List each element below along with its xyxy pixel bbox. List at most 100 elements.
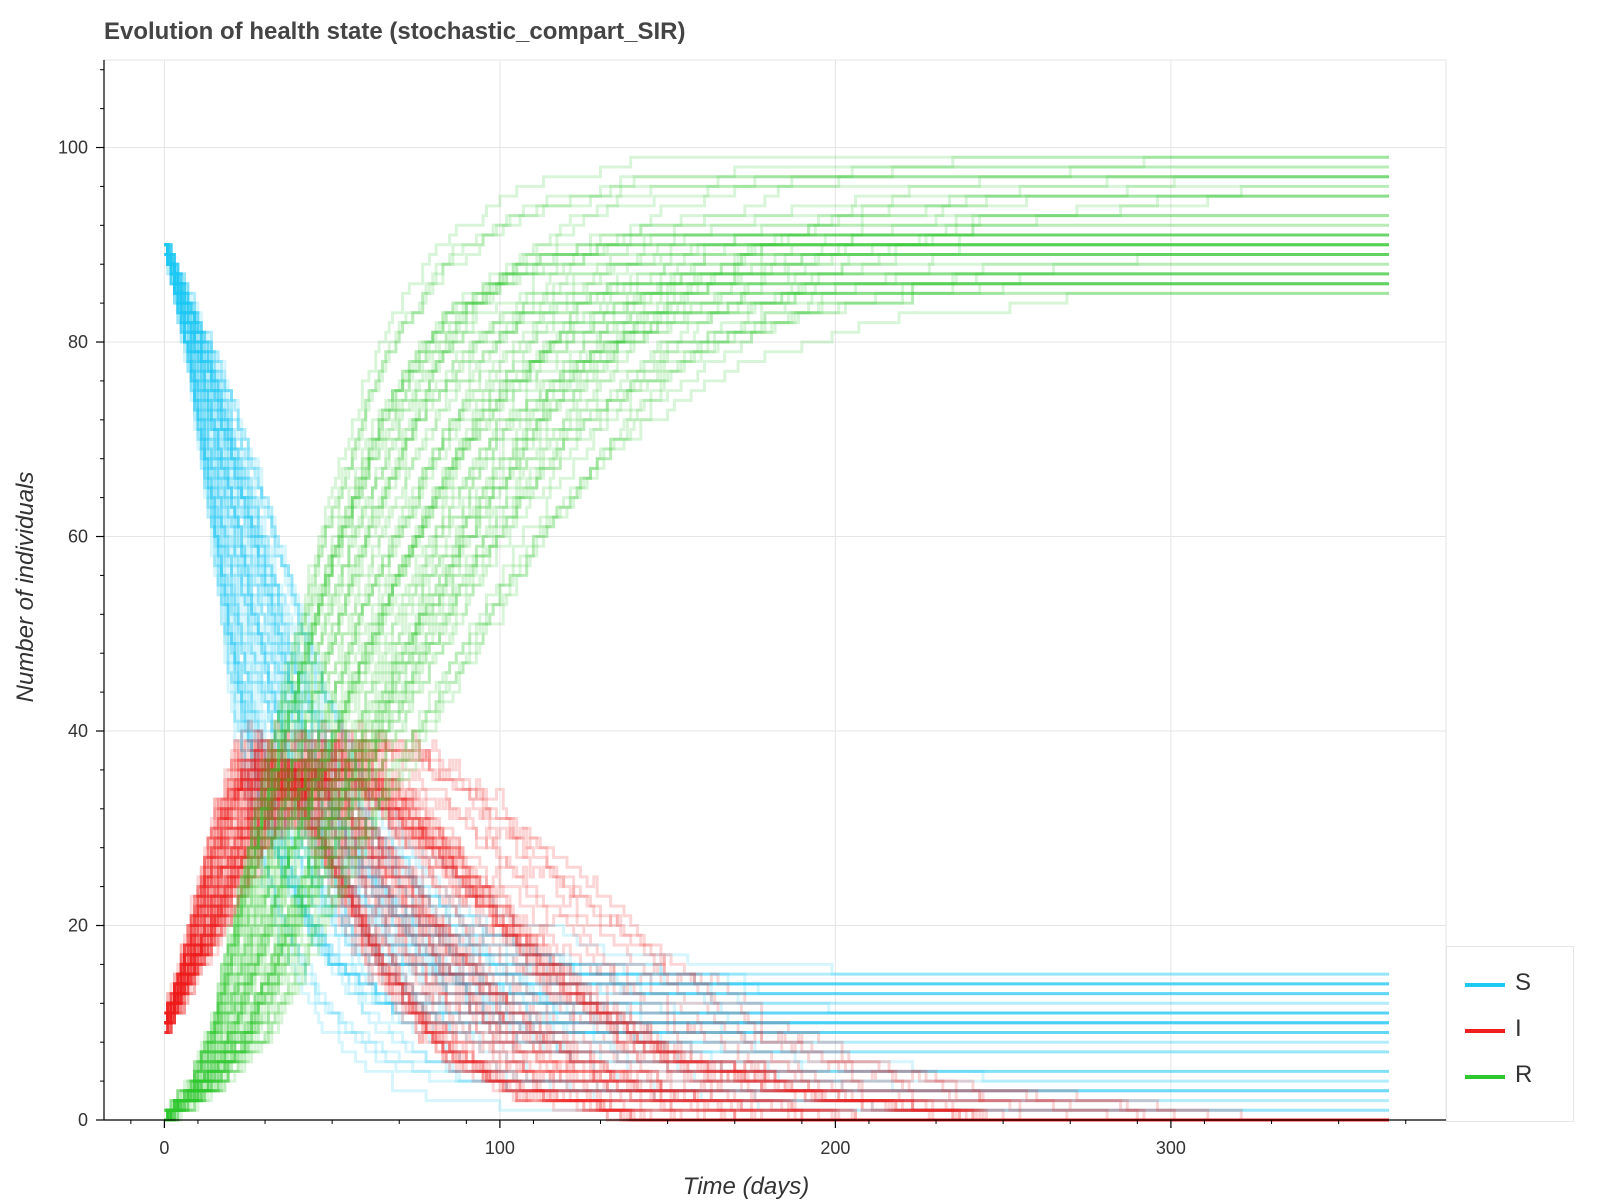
series-s-run-line [164, 243, 1389, 1015]
series-r-run-line [164, 291, 1389, 1122]
series-i-run-line [164, 758, 1389, 1122]
series-r-run-line [164, 253, 1389, 1122]
series-i-run-line [164, 758, 1389, 1122]
axes: 0 100 200 300 0 20 40 60 80 100 [58, 60, 1446, 1158]
series-r-run-line [164, 253, 1389, 1122]
series-r-run-line [164, 233, 1389, 1122]
series-i-run-line [164, 729, 1389, 1122]
series-s-run-line [164, 243, 1389, 986]
series-s-run-line [164, 243, 1389, 1103]
series-s-run-line [164, 243, 1389, 996]
series-s-run-line [164, 253, 1389, 1034]
series-i-run-line [164, 729, 1389, 1122]
legend-swatch-r [1465, 1075, 1505, 1079]
y-tick-label: 100 [58, 138, 88, 158]
series-r-run-line [164, 243, 1389, 1122]
series-i-run-line [164, 739, 1389, 1122]
series-s-run-line [164, 253, 1389, 986]
series-i-run-line [164, 758, 1389, 1122]
series-s-run-line [164, 253, 1389, 996]
series-i-run-line [164, 749, 1389, 1122]
series-r-run-line [164, 243, 1389, 1112]
series-r-run-line [164, 175, 1389, 1122]
series-r-run-line [164, 272, 1389, 1122]
series-r-run-line [164, 262, 1389, 1122]
series-i-run-line [164, 758, 1389, 1122]
series-s-run-line [164, 243, 1389, 1015]
chart-title: Evolution of health state (stochastic_co… [104, 18, 686, 45]
series-r-run-line [164, 291, 1389, 1122]
legend-swatch-s [1465, 983, 1505, 987]
series-r-run-line [164, 155, 1389, 1122]
series-i-run-line [164, 729, 1389, 1122]
series-r-run-line [164, 184, 1389, 1122]
series-i-run-line [164, 719, 1389, 1122]
grid-lines [103, 59, 1447, 1121]
series-r-run-line [164, 194, 1389, 1122]
series-r-run-line [164, 233, 1389, 1122]
series-i-run-line [164, 749, 1389, 1122]
series-i-run-line [164, 729, 1389, 1122]
series-r-run-line [164, 253, 1389, 1122]
series-i-run-line [164, 768, 1389, 1122]
series-r-run-line [164, 282, 1389, 1122]
series-i-run-line [164, 758, 1389, 1122]
series-s-run-line [164, 243, 1389, 1025]
series-r-run-line [164, 243, 1389, 1122]
series-r-run-line [164, 282, 1389, 1122]
series-s-run-line [164, 253, 1389, 1005]
series-i-run-line [164, 729, 1389, 1122]
x-axis-label: Time (days) [683, 1173, 809, 1200]
series-r-run-line [164, 253, 1389, 1122]
series-s-run-line [164, 243, 1389, 1025]
series-r-run-line [164, 175, 1389, 1112]
series-s-run-line [164, 253, 1389, 1015]
series-i-run-line [164, 758, 1389, 1122]
series-s-run-line [164, 243, 1389, 1093]
series-r-run-line [164, 282, 1389, 1122]
series-i-run-line [164, 768, 1389, 1122]
series-r-run-line [164, 165, 1389, 1122]
series-i-run-line [164, 749, 1389, 1122]
series-i-run-line [164, 729, 1389, 1122]
series-i-run-line [164, 739, 1389, 1122]
series-s-run-line [164, 243, 1389, 1015]
series-r-run-line [164, 194, 1389, 1112]
series-i-run-line [164, 758, 1389, 1122]
series-s-run-line [164, 243, 1389, 996]
series-i-run-line [164, 768, 1389, 1122]
series-s-run-line [164, 243, 1389, 1073]
series-i-run-line [164, 768, 1389, 1122]
series-i-run-line [164, 768, 1389, 1122]
series-s-run-line [164, 243, 1389, 1034]
series-r-run-line [164, 291, 1389, 1112]
series-s-run-line [164, 243, 1389, 1093]
series-s-run-line [164, 253, 1389, 1112]
series-s-run-line [164, 243, 1389, 996]
series-s-run-line [164, 253, 1389, 1025]
series-s-run-line [164, 243, 1389, 1073]
series-i-run-line [164, 768, 1389, 1122]
series-r-run-line [164, 175, 1389, 1122]
series-i-run-line [164, 739, 1389, 1122]
series-r-run-line [164, 223, 1389, 1122]
series-s-run-line [164, 243, 1389, 986]
series-r-run-line [164, 243, 1389, 1122]
series-r-run-line [164, 253, 1389, 1122]
legend-label-i: I [1515, 1015, 1522, 1042]
series-s-run-line [164, 243, 1389, 1083]
series-i-run-line [164, 768, 1389, 1122]
series-i-run-line [164, 749, 1389, 1122]
series-r-run-line [164, 233, 1389, 1122]
series-r-run-line [164, 175, 1389, 1122]
series-r-run-line [164, 165, 1389, 1122]
series-r-run-line [164, 175, 1389, 1112]
series-i-run-line [164, 749, 1389, 1122]
series-s-run-line [164, 243, 1389, 1034]
series-r-run-line [164, 282, 1389, 1112]
series-s-run-line [164, 253, 1389, 1025]
y-axis-label: Number of individuals [12, 472, 39, 703]
series-r-run-line [164, 272, 1389, 1122]
series-s-run-line [164, 243, 1389, 1034]
series-i-run-line [164, 739, 1389, 1122]
